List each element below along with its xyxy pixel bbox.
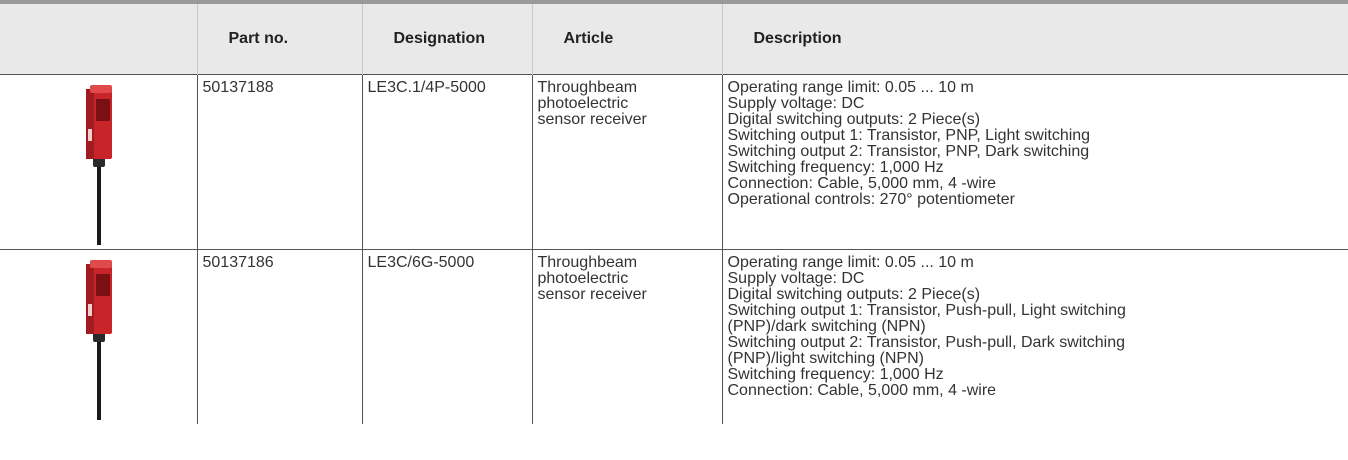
description-line: Operating range limit: 0.05 ... 10 m [727,254,974,271]
header-cell: Designation [361,2,532,75]
image-cell [0,249,197,424]
description-line: Operational controls: 270° potentiometer [727,191,1015,208]
description-line: Switching output 1: Transistor, PNP, Lig… [727,127,1091,144]
description-line: Operating range limit: 0.05 ... 10 m [727,79,974,96]
description-line: Supply voltage: DC [727,95,865,112]
designation: LE3C.1/4P-5000 [361,74,532,250]
article-line: photoelectric [537,270,629,287]
article-line: Throughbeam [537,79,638,96]
part-no: 50137188 [196,74,362,250]
header-cell: Article [531,2,722,75]
header-cell: Part no. [196,2,362,75]
article-cell: Throughbeam photoelectric sensor receiver [531,74,722,250]
header-cell [0,2,197,75]
article-line: sensor receiver [537,111,647,128]
article-cell: Throughbeam photoelectric sensor receiver [531,249,722,424]
description-line: Supply voltage: DC [727,270,865,287]
article-line: sensor receiver [537,286,647,303]
image-cell [0,74,197,250]
description-line: Digital switching outputs: 2 Piece(s) [727,286,981,303]
product-row: 50137186 LE3C/6G-5000 Throughbeam photoelec… [0,249,1348,424]
part-no: 50137186 [196,249,362,424]
description-line: Switching frequency: 1,000 Hz [727,366,944,383]
description-line: Connection: Cable, 5,000 mm, 4 -wire [727,175,997,192]
description-cell: Operating range limit: 0.05 ... 10 m Supp… [721,74,1348,250]
header-row: Part no. Designation Article Description [0,2,1348,75]
description-line: Connection: Cable, 5,000 mm, 4 -wire [727,382,997,399]
product-image[interactable] [78,260,118,420]
product-table: Part no. Designation Article Description… [0,0,1348,424]
description-line: Switching frequency: 1,000 Hz [727,159,944,176]
designation: LE3C/6G-5000 [361,249,532,424]
description-line: (PNP)/dark switching (NPN) [727,318,926,335]
article-line: photoelectric [537,95,629,112]
table-body: 50137188 LE3C.1/4P-5000 Throughbeam photoel… [0,74,1348,424]
description-cell: Operating range limit: 0.05 ... 10 m Supp… [721,249,1348,424]
description-line: Digital switching outputs: 2 Piece(s) [727,111,981,128]
description-line: Switching output 2: Transistor, PNP, Dar… [727,143,1090,160]
header-cell: Description [721,2,1348,75]
product-image[interactable] [78,85,118,245]
article-line: Throughbeam [537,254,638,271]
product-row: 50137188 LE3C.1/4P-5000 Throughbeam photoel… [0,74,1348,250]
description-line: Switching output 1: Transistor, Push-pul… [727,302,1126,319]
description-line: Switching output 2: Transistor, Push-pul… [727,334,1126,351]
description-line: (PNP)/light switching (NPN) [727,350,924,367]
